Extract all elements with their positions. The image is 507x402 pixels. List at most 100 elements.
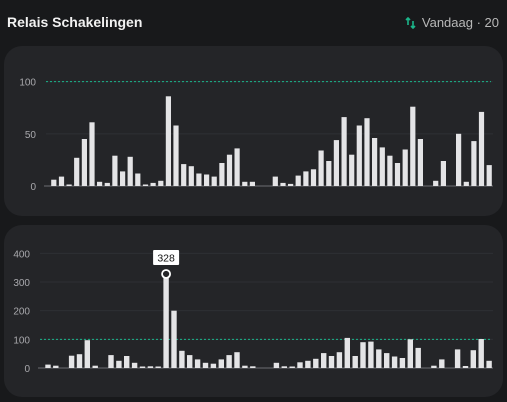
- bar: [305, 360, 311, 368]
- bar: [433, 180, 439, 186]
- bar: [439, 359, 445, 368]
- bar: [352, 356, 358, 368]
- y-tick-label: 400: [13, 249, 30, 260]
- panel-header: Relais Schakelingen Vandaag · 20: [0, 0, 507, 46]
- bar: [356, 125, 362, 186]
- bar: [344, 337, 350, 368]
- bar: [171, 310, 177, 368]
- bar: [142, 184, 149, 186]
- bar: [402, 149, 408, 186]
- bar: [179, 350, 185, 368]
- bar: [431, 365, 437, 368]
- bar: [321, 353, 327, 368]
- bar: [116, 360, 122, 368]
- bar: [218, 359, 224, 368]
- bar: [360, 342, 366, 368]
- bar: [336, 352, 343, 368]
- bar: [399, 358, 406, 368]
- bar: [211, 176, 217, 186]
- bar: [66, 184, 72, 186]
- panel-title: Relais Schakelingen: [7, 14, 143, 30]
- bar: [242, 365, 248, 368]
- bar: [76, 354, 83, 368]
- bar: [196, 173, 202, 186]
- bar: [84, 340, 90, 368]
- bar: [120, 171, 126, 186]
- bar: [127, 156, 133, 186]
- bar: [415, 347, 421, 368]
- bar: [273, 362, 280, 368]
- bar: [147, 366, 154, 368]
- bar: [165, 96, 171, 186]
- bar: [440, 161, 446, 186]
- bar: [188, 166, 194, 186]
- bar: [150, 182, 156, 186]
- bar: [486, 165, 492, 186]
- bar: [104, 182, 110, 186]
- y-tick-label: 50: [25, 130, 37, 141]
- highlight-point: [161, 269, 171, 279]
- bar: [478, 111, 485, 186]
- bar: [173, 125, 179, 186]
- bar: [303, 171, 309, 186]
- bar: [242, 181, 248, 186]
- bar: [280, 182, 286, 186]
- bar: [112, 155, 118, 186]
- y-tick-label: 100: [13, 335, 30, 346]
- bar: [391, 356, 398, 368]
- bar: [163, 274, 169, 368]
- bar: [387, 155, 393, 186]
- bar: [158, 180, 164, 186]
- bar: [135, 173, 141, 186]
- bar: [407, 339, 413, 368]
- bar: [463, 181, 469, 186]
- period-selector[interactable]: Vandaag · 20: [405, 15, 499, 30]
- bar: [313, 358, 319, 368]
- bar: [454, 349, 461, 368]
- y-tick-label: 100: [19, 78, 36, 89]
- relay-chart-card-bottom: 0 100 200 300 400 328: [4, 225, 503, 397]
- y-tick-label: 200: [13, 307, 30, 318]
- bar: [272, 176, 278, 186]
- bar: [97, 181, 103, 186]
- y-tick-label: 0: [24, 364, 30, 375]
- bar: [155, 366, 161, 368]
- bar: [124, 356, 130, 368]
- bar: [226, 355, 232, 368]
- bar: [417, 139, 423, 186]
- bar: [53, 365, 59, 368]
- tooltip-label: 328: [157, 252, 175, 264]
- bar: [187, 355, 193, 368]
- bar: [478, 339, 484, 368]
- y-tick-label: 0: [30, 182, 36, 193]
- bar: [181, 164, 187, 186]
- bar: [368, 341, 374, 368]
- bar: [74, 157, 80, 186]
- bar: [289, 366, 295, 368]
- bar: [202, 362, 209, 368]
- bar: [328, 356, 335, 368]
- bar: [470, 350, 476, 368]
- bar: [234, 352, 240, 368]
- period-label: Vandaag · 20: [421, 15, 499, 30]
- bar: [326, 161, 332, 186]
- bar: [68, 355, 75, 368]
- bar: [318, 150, 324, 186]
- bar: [384, 353, 390, 368]
- bar: [394, 163, 401, 186]
- bar: [219, 163, 225, 186]
- bar: [462, 366, 469, 368]
- bar: [92, 365, 98, 368]
- bar: [310, 169, 317, 186]
- bar: [364, 118, 370, 186]
- bar: [194, 359, 201, 368]
- bar: [58, 176, 65, 186]
- bar: [234, 148, 240, 186]
- bar: [210, 363, 217, 368]
- bar: [333, 140, 339, 186]
- arrows-icon: [405, 16, 417, 29]
- bar: [288, 183, 294, 186]
- bar: [249, 181, 255, 186]
- bar: [471, 141, 477, 186]
- bar: [456, 133, 462, 186]
